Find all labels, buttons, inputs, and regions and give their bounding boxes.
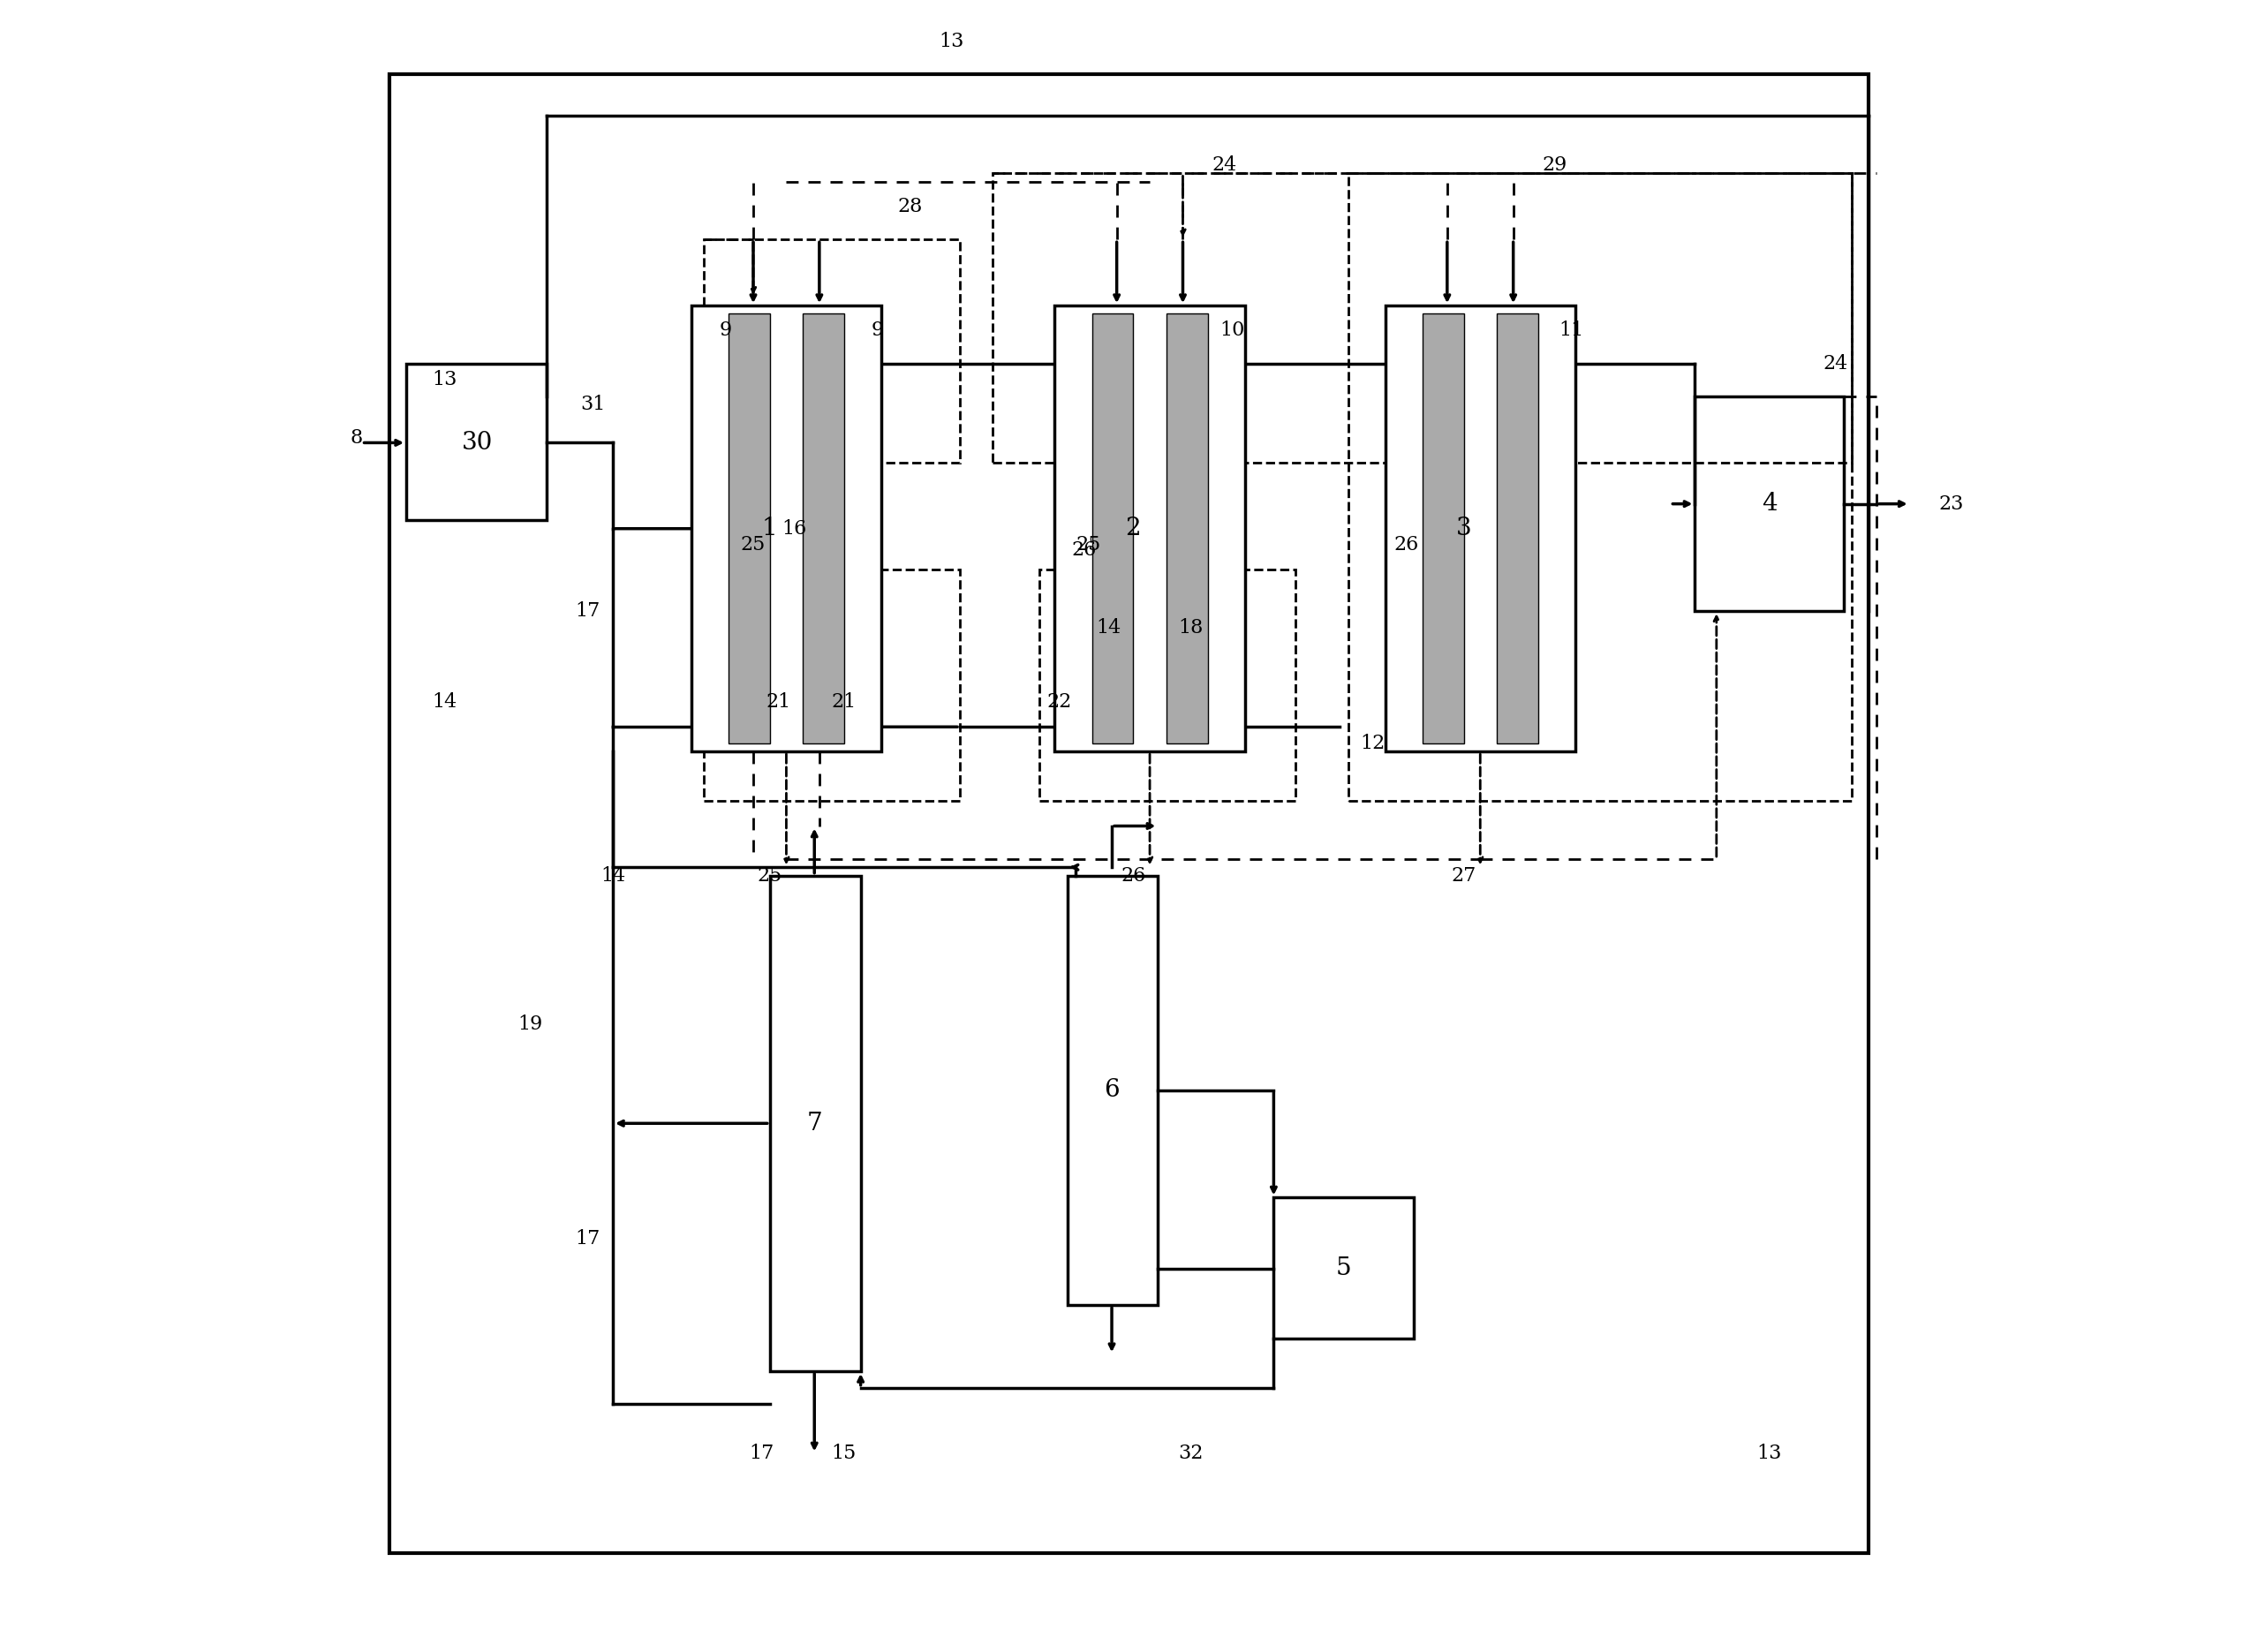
Bar <box>770 876 862 1371</box>
Bar <box>704 570 961 801</box>
Text: 17: 17 <box>749 1444 774 1464</box>
Text: 21: 21 <box>832 692 857 712</box>
Text: 18: 18 <box>1179 618 1204 638</box>
Text: 16: 16 <box>783 519 808 539</box>
Text: 26: 26 <box>1071 540 1096 560</box>
Text: 26: 26 <box>1120 866 1145 885</box>
Bar <box>407 363 547 520</box>
Bar <box>389 74 1868 1553</box>
Bar <box>1040 570 1296 801</box>
Text: 24: 24 <box>1213 155 1238 175</box>
Bar <box>704 240 961 463</box>
Text: 9: 9 <box>720 320 731 340</box>
Bar <box>1091 314 1134 743</box>
Text: 4: 4 <box>1762 492 1778 515</box>
Text: 32: 32 <box>1179 1444 1204 1464</box>
Text: 27: 27 <box>1451 866 1476 885</box>
Text: 29: 29 <box>1541 155 1566 175</box>
Bar <box>1055 306 1244 752</box>
Bar <box>992 173 1852 463</box>
Bar <box>1273 1198 1415 1338</box>
Text: 14: 14 <box>1096 618 1120 638</box>
Bar <box>803 314 844 743</box>
Text: 6: 6 <box>1105 1079 1120 1102</box>
Text: 9: 9 <box>871 320 884 340</box>
Text: 19: 19 <box>518 1014 542 1034</box>
Text: 17: 17 <box>576 601 601 621</box>
Text: 22: 22 <box>1046 692 1071 712</box>
Bar <box>1348 173 1852 801</box>
Text: 25: 25 <box>740 535 765 555</box>
Bar <box>729 314 770 743</box>
Text: 30: 30 <box>461 431 493 454</box>
Text: 17: 17 <box>576 1229 601 1249</box>
Bar <box>691 306 882 752</box>
Bar <box>1166 314 1208 743</box>
Text: 11: 11 <box>1559 320 1584 340</box>
Text: 31: 31 <box>580 395 605 415</box>
Bar <box>1422 314 1465 743</box>
Text: 25: 25 <box>1076 535 1100 555</box>
Text: 13: 13 <box>432 370 457 390</box>
Text: 10: 10 <box>1220 320 1244 340</box>
Bar <box>1066 876 1159 1305</box>
Bar <box>1496 314 1539 743</box>
Text: 14: 14 <box>432 692 457 712</box>
Text: 28: 28 <box>898 197 922 216</box>
Text: 15: 15 <box>832 1444 857 1464</box>
Text: 23: 23 <box>1939 494 1964 514</box>
Text: 8: 8 <box>351 428 362 448</box>
Text: 1: 1 <box>763 517 778 540</box>
Text: 3: 3 <box>1456 517 1472 540</box>
Text: 12: 12 <box>1361 733 1386 753</box>
Text: 13: 13 <box>1757 1444 1782 1464</box>
Text: 7: 7 <box>805 1112 821 1135</box>
Text: 2: 2 <box>1125 517 1141 540</box>
Text: 21: 21 <box>765 692 790 712</box>
Text: 25: 25 <box>758 866 783 885</box>
Text: 13: 13 <box>938 31 963 51</box>
Text: 26: 26 <box>1393 535 1418 555</box>
Text: 5: 5 <box>1334 1257 1350 1280</box>
Text: 24: 24 <box>1822 354 1847 373</box>
Text: 14: 14 <box>601 866 626 885</box>
Bar <box>1386 306 1575 752</box>
Bar <box>1694 396 1843 611</box>
